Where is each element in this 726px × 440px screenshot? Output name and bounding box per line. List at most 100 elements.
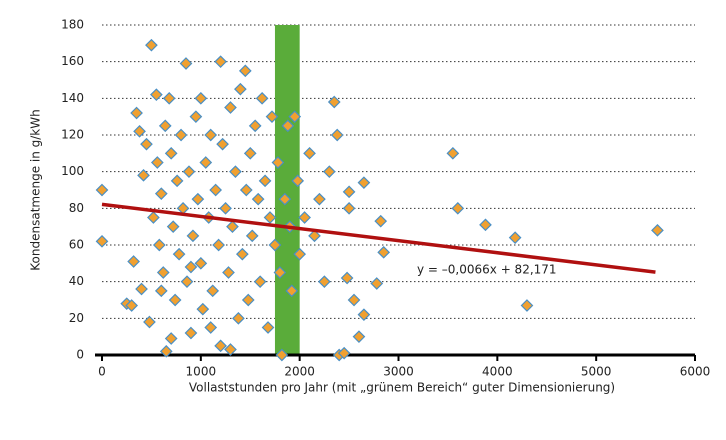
data-point: [194, 91, 208, 105]
data-point: [293, 247, 307, 261]
data-point: [214, 339, 227, 353]
data-point: [184, 260, 198, 274]
data-point: [374, 214, 388, 228]
data-point: [337, 346, 351, 360]
data-point: [239, 183, 253, 197]
data-point: [446, 146, 460, 160]
data-point: [186, 229, 200, 243]
data-point: [357, 308, 371, 322]
data-point: [222, 266, 235, 279]
data-point: [313, 192, 326, 206]
data-point: [342, 201, 356, 215]
data-point: [322, 165, 336, 179]
data-point: [479, 218, 492, 232]
data-point: [340, 271, 354, 285]
data-point: [347, 293, 361, 307]
data-point: [199, 156, 213, 169]
data-point: [204, 321, 218, 334]
data-point: [291, 174, 305, 188]
data-point: [370, 277, 384, 290]
y-tick-label: 80: [69, 201, 84, 215]
data-point: [261, 321, 275, 334]
data-point: [147, 211, 160, 224]
data-point: [245, 229, 259, 243]
y-tick-label: 160: [61, 54, 84, 68]
x-tick-label: 1000: [186, 365, 217, 379]
data-point: [377, 245, 391, 259]
trendline: [101, 202, 656, 274]
data-point: [219, 201, 232, 215]
data-point: [357, 176, 371, 190]
data-point: [251, 192, 265, 206]
data-point: [95, 234, 109, 248]
data-point: [235, 247, 249, 261]
data-point: [156, 266, 170, 279]
data-point: [241, 293, 255, 307]
data-point: [520, 299, 534, 312]
data-point: [342, 185, 356, 199]
data-point: [164, 332, 178, 345]
y-tick-label: 40: [69, 274, 84, 288]
data-point: [130, 106, 143, 120]
data-point: [159, 344, 173, 358]
data-point: [216, 137, 229, 151]
data-point: [150, 88, 163, 102]
data-point: [330, 128, 344, 142]
data-point: [95, 183, 109, 197]
data-point: [303, 146, 316, 160]
data-point: [209, 183, 223, 197]
data-point: [232, 311, 245, 325]
data-point: [170, 174, 184, 188]
data-point: [133, 124, 146, 138]
data-point: [308, 229, 321, 243]
data-point: [508, 231, 522, 245]
data-point: [255, 91, 269, 105]
y-tick-label: 60: [69, 238, 84, 252]
x-tick-label: 2000: [284, 365, 315, 379]
data-point: [212, 238, 225, 252]
x-tick-label: 3000: [383, 365, 414, 379]
data-point: [154, 284, 168, 298]
data-point: [180, 275, 194, 289]
data-point: [253, 275, 267, 289]
data-point: [281, 119, 295, 133]
data-point: [191, 192, 205, 206]
data-point: [273, 266, 287, 279]
data-point: [150, 156, 164, 169]
data-point: [135, 282, 148, 296]
data-point: [182, 165, 196, 179]
data-point: [179, 57, 193, 70]
x-tick-label: 6000: [680, 365, 711, 379]
y-tick-label: 20: [69, 311, 84, 325]
data-point: [258, 174, 272, 188]
data-point: [174, 128, 188, 142]
data-point: [224, 343, 237, 356]
y-tick-label: 0: [76, 348, 84, 362]
data-point: [206, 284, 220, 298]
data-point: [140, 137, 153, 151]
data-point: [651, 223, 664, 237]
data-point: [265, 110, 279, 124]
data-point: [298, 211, 311, 224]
data-point: [243, 146, 257, 160]
trendline-label: y = –0,0066x + 82,171: [417, 263, 557, 277]
y-tick-label: 100: [61, 164, 84, 178]
data-point: [278, 192, 292, 206]
data-point: [451, 201, 465, 215]
data-point: [166, 220, 180, 234]
data-point: [125, 299, 138, 312]
data-point: [226, 220, 239, 234]
x-axis-label: Vollaststunden pro Jahr (mit „grünem Ber…: [189, 381, 615, 395]
data-point: [318, 275, 331, 289]
data-point: [352, 330, 366, 344]
y-axis-label: Kondensatmenge in g/kWh: [29, 109, 43, 270]
data-point: [127, 255, 140, 268]
x-tick-label: 0: [98, 365, 106, 379]
data-point: [288, 110, 302, 124]
data-point: [158, 119, 172, 133]
y-tick-label: 140: [61, 91, 84, 105]
data-point: [275, 348, 289, 362]
data-point: [168, 293, 182, 307]
data-point: [137, 168, 150, 182]
